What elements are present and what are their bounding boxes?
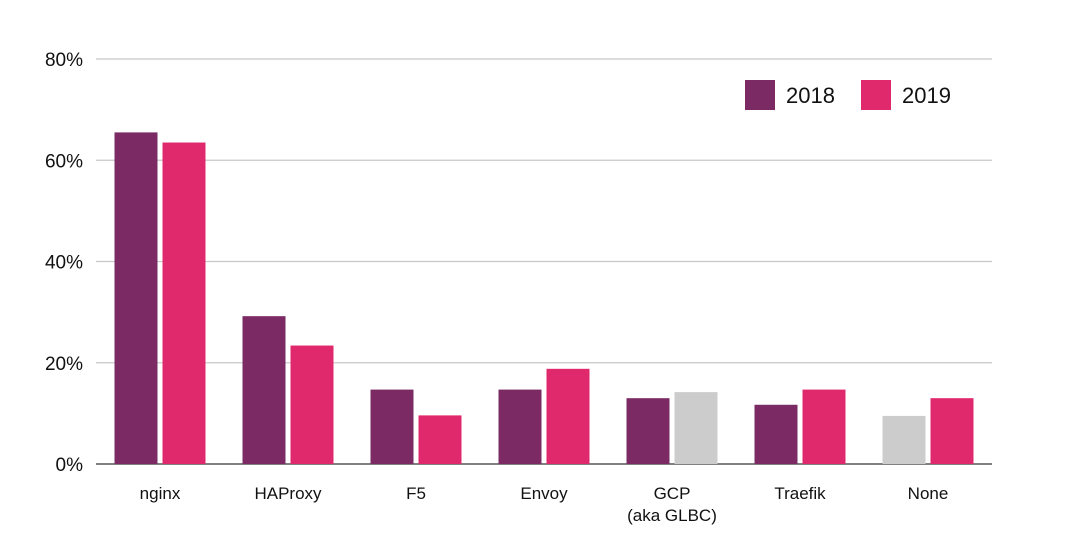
legend: 2018 2019	[745, 80, 951, 110]
y-tick-label: 0%	[56, 455, 84, 476]
legend-label-2019: 2019	[902, 83, 951, 108]
x-category-label: Envoy	[520, 484, 568, 503]
x-axis-category-labels: nginx HAProxy F5 Envoy GCP (aka GLBC) Traefik N…	[140, 484, 949, 525]
gridlines	[96, 58, 992, 465]
legend-swatch-2019	[861, 80, 891, 110]
bar-2018-haproxy	[242, 316, 286, 464]
bar-2018-traefik	[754, 404, 798, 464]
x-category-label: GCP	[654, 484, 691, 503]
y-tick-label: 40%	[45, 253, 83, 274]
bar-2018-f5	[370, 389, 414, 464]
x-category-label: F5	[406, 484, 426, 503]
x-category-label: Traefik	[774, 484, 826, 503]
y-tick-label: 80%	[45, 50, 83, 71]
x-category-label: None	[908, 484, 949, 503]
bar-2018-none	[882, 415, 926, 464]
bar-2018-nginx	[114, 132, 158, 464]
bar-2018-envoy	[498, 389, 542, 464]
bar-2019-nginx	[162, 142, 206, 464]
legend-swatch-2018	[745, 80, 775, 110]
y-tick-label: 60%	[45, 151, 83, 172]
bar-2019-envoy	[546, 368, 590, 464]
y-tick-label: 20%	[45, 354, 83, 375]
bar-2019-gcp-aka-glbc	[674, 392, 718, 464]
bar-2019-traefik	[802, 389, 846, 464]
bars	[114, 132, 974, 464]
legend-label-2018: 2018	[786, 83, 835, 108]
y-axis-tick-labels: 0% 20% 40% 60% 80%	[45, 50, 83, 476]
x-category-label: nginx	[140, 484, 181, 503]
bar-2019-f5	[418, 415, 462, 464]
bar-2019-none	[930, 398, 974, 464]
bar-2018-gcp-aka-glbc	[626, 398, 670, 464]
x-category-label: (aka GLBC)	[627, 506, 717, 525]
x-category-label: HAProxy	[254, 484, 322, 503]
bar-2019-haproxy	[290, 345, 334, 464]
